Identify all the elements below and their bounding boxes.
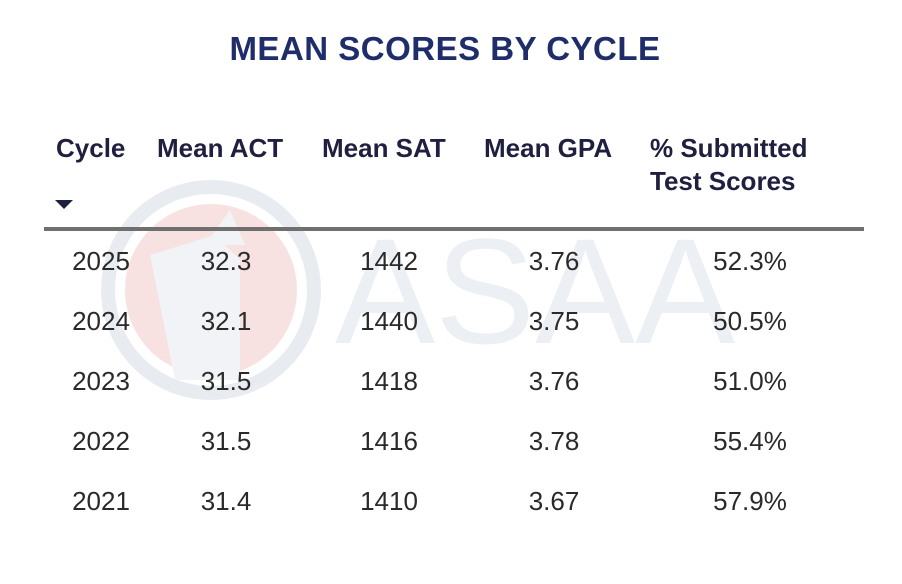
cell-mean-act: 32.3 — [200, 246, 252, 276]
cell-mean-act: 32.1 — [200, 306, 252, 336]
cell-percent-submitted: 51.0% — [713, 366, 787, 396]
sort-descending-icon[interactable] — [55, 200, 73, 209]
cell-cycle: 2021 — [72, 486, 130, 516]
cell-percent-submitted: 55.4% — [713, 426, 787, 456]
cell-mean-sat: 1410 — [360, 486, 418, 516]
cell-mean-gpa: 3.76 — [528, 366, 580, 396]
cell-cycle: 2022 — [72, 426, 130, 456]
cell-mean-act: 31.5 — [200, 426, 252, 456]
column-header-percent-submitted[interactable]: % Submitted Test Scores — [650, 133, 808, 196]
column-header-mean-sat[interactable]: Mean SAT — [322, 133, 446, 163]
watermark-text: ASAA — [335, 207, 735, 375]
cell-mean-act: 31.5 — [200, 366, 252, 396]
page-title: MEAN SCORES BY CYCLE — [229, 30, 661, 67]
cell-mean-sat: 1416 — [360, 426, 418, 456]
header-rule — [44, 227, 864, 231]
cell-mean-sat: 1442 — [360, 246, 418, 276]
cell-cycle: 2024 — [72, 306, 130, 336]
cell-mean-gpa: 3.78 — [528, 426, 580, 456]
cell-percent-submitted: 50.5% — [713, 306, 787, 336]
column-header-cycle[interactable]: Cycle — [56, 133, 126, 163]
cell-cycle: 2025 — [72, 246, 130, 276]
cell-mean-gpa: 3.67 — [528, 486, 580, 516]
cell-mean-gpa: 3.76 — [528, 246, 580, 276]
column-header-mean-act[interactable]: Mean ACT — [157, 133, 284, 163]
cell-percent-submitted: 52.3% — [713, 246, 787, 276]
cell-mean-sat: 1440 — [360, 306, 418, 336]
cell-percent-submitted: 57.9% — [713, 486, 787, 516]
cell-mean-sat: 1418 — [360, 366, 418, 396]
cell-mean-act: 31.4 — [200, 486, 252, 516]
cell-mean-gpa: 3.75 — [528, 306, 580, 336]
column-header-mean-gpa[interactable]: Mean GPA — [484, 133, 613, 163]
cell-cycle: 2023 — [72, 366, 130, 396]
